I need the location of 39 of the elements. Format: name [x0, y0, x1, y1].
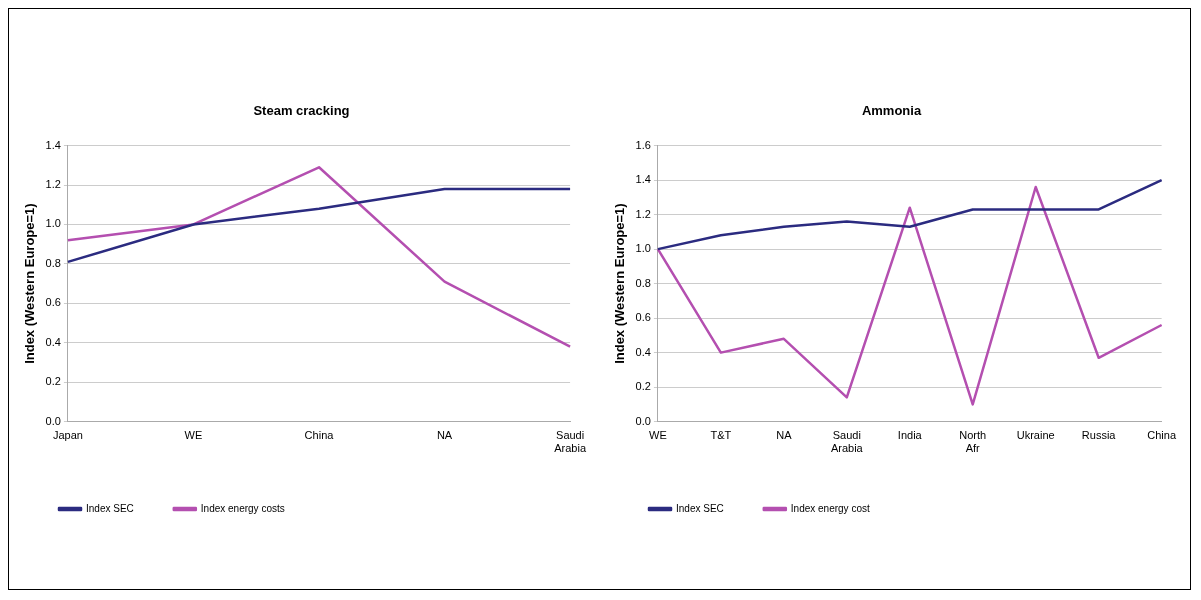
chart-title: Ammonia — [861, 103, 922, 119]
y-tick-label: 0.4 — [45, 335, 61, 348]
y-tick-label: 0.4 — [635, 345, 651, 358]
y-axis-title: Index (Western Europe=1) — [612, 203, 628, 364]
y-tick-label: 1.6 — [635, 138, 651, 151]
x-tick-label: Japan — [52, 429, 83, 442]
legend-label: Index SEC — [86, 502, 134, 514]
x-tick-label: NA — [436, 429, 453, 442]
y-tick-label: 1.0 — [45, 217, 61, 230]
x-tick-label: Saudi Arabia — [830, 429, 864, 455]
x-tick-label: WE — [649, 429, 667, 442]
x-tick-label: Saudi Arabia — [554, 429, 587, 455]
x-tick-label: China — [304, 429, 335, 442]
y-tick-label: 1.0 — [635, 242, 651, 255]
y-tick-label: 0.0 — [635, 414, 651, 427]
y-tick-label: 0.0 — [45, 414, 61, 427]
x-tick-label: Ukraine — [1016, 429, 1055, 442]
chart-title: Steam cracking — [253, 103, 350, 119]
y-tick-label: 0.6 — [635, 311, 651, 324]
y-tick-label: 1.2 — [45, 178, 61, 191]
y-tick-label: 0.2 — [45, 375, 61, 388]
y-tick-label: 0.6 — [45, 296, 61, 309]
x-tick-label: T&T — [710, 429, 732, 442]
legend-label: Index SEC — [676, 502, 724, 514]
x-tick-label: North Afr — [959, 429, 987, 455]
y-tick-label: 0.8 — [45, 256, 61, 269]
x-tick-label: China — [1147, 429, 1177, 442]
x-tick-label: India — [897, 429, 923, 442]
x-tick-label: WE — [184, 429, 203, 442]
y-tick-label: 1.4 — [635, 173, 651, 186]
y-tick-label: 0.8 — [635, 276, 651, 289]
x-tick-label: NA — [776, 429, 793, 442]
legend-label: Index energy costs — [200, 502, 285, 514]
y-tick-label: 0.2 — [635, 380, 651, 393]
y-tick-label: 1.4 — [45, 138, 61, 151]
legend-label: Index energy cost — [790, 502, 870, 514]
y-tick-label: 1.2 — [635, 207, 651, 220]
x-tick-label: Russia — [1081, 429, 1117, 442]
y-axis-title: Index (Western Europe=1) — [22, 203, 38, 364]
